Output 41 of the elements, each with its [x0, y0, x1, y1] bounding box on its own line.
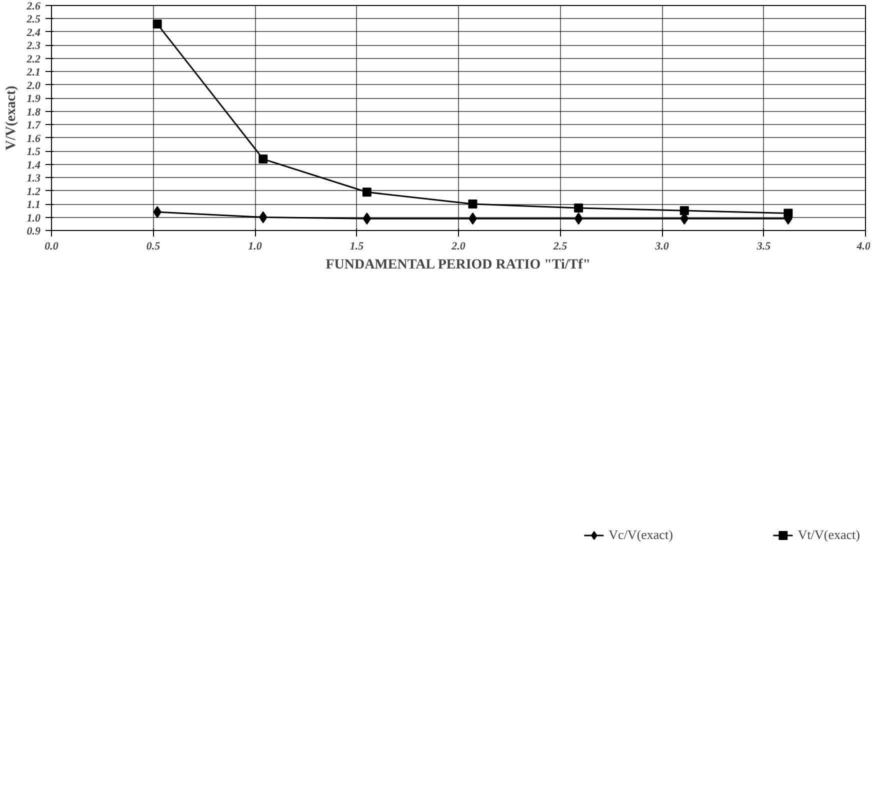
x-tick-label: 2.5	[552, 240, 568, 252]
x-tick-label: 1.0	[248, 240, 262, 252]
point	[362, 212, 372, 225]
point	[468, 200, 478, 209]
y-tick-label: 2.4	[26, 26, 41, 39]
point	[680, 206, 689, 216]
point	[784, 208, 793, 218]
y-tick-label: 1.2	[26, 186, 41, 198]
y-tick-label: 1.8	[26, 106, 41, 118]
x-tick-label: 3.5	[756, 240, 772, 252]
y-tick-label: 1.4	[26, 159, 41, 172]
y-tick-label: 1.5	[26, 146, 41, 158]
y-tick-label: 2.5	[26, 14, 41, 26]
point	[258, 211, 268, 224]
y-tick-label: 2.1	[26, 66, 40, 79]
y-axis-title: V/V(exact)	[4, 85, 19, 150]
y-tick-label: 1.9	[26, 93, 41, 106]
point	[258, 154, 268, 164]
point	[362, 188, 372, 197]
y-tick-label: 1.7	[26, 120, 41, 132]
y-tick-label: 1.1	[26, 199, 40, 212]
x-tick-label: 3.0	[654, 240, 670, 252]
point	[574, 204, 584, 212]
point	[152, 20, 162, 29]
x-tick-label: 0.0	[44, 240, 59, 252]
y-tick-label: 1.0	[26, 212, 41, 224]
legend-label: Vc/V(exact)	[608, 526, 673, 544]
x-tick-label: 2.0	[450, 240, 466, 252]
y-tick-label: 1.3	[26, 172, 41, 185]
point	[574, 212, 583, 225]
legend-label: Vt/V(exact)	[798, 526, 860, 544]
y-tick-label: 1.6	[26, 132, 41, 145]
y-tick-label: 2.0	[26, 80, 41, 92]
y-tick-label: 2.6	[26, 0, 41, 12]
x-tick-label: 0.5	[146, 240, 161, 252]
x-axis-title: FUNDAMENTAL PERIOD RATIO "Ti/Tf"	[326, 258, 591, 272]
y-tick-label: 2.2	[26, 53, 41, 66]
y-tick-label: 0.9	[26, 226, 41, 238]
x-tick-label: 4.0	[856, 240, 871, 252]
y-tick-label: 2.3	[26, 40, 41, 52]
x-tick-label: 1.5	[350, 240, 364, 252]
